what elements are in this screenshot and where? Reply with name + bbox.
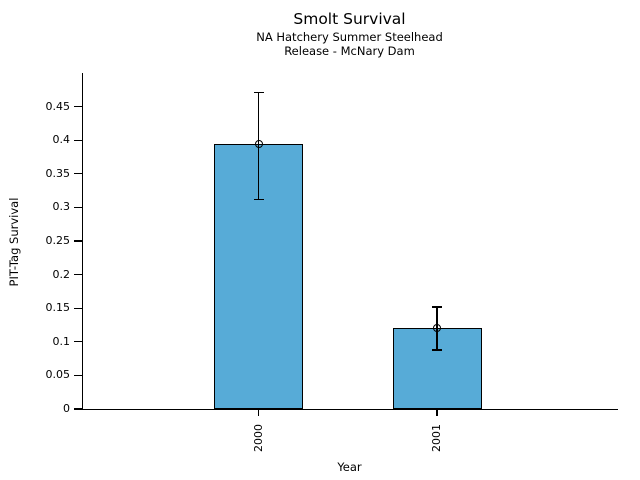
x-tick-mark — [436, 409, 438, 416]
y-tick-label: 0.3 — [52, 200, 71, 214]
y-tick-label: 0 — [63, 402, 70, 415]
chart-subtitle-line1: NA Hatchery Summer Steelhead — [256, 30, 443, 44]
point-marker-2001 — [433, 324, 441, 333]
y-tick-mark — [74, 341, 82, 343]
y-tick-mark — [74, 139, 82, 141]
y-tick-mark — [74, 273, 82, 276]
y-tick-mark — [74, 240, 82, 242]
y-tick-mark — [74, 206, 82, 209]
error-cap-bottom-2001 — [432, 349, 442, 351]
y-tick-label: 0.25 — [45, 234, 71, 247]
plot-area — [82, 73, 618, 410]
y-tick-label: 0.35 — [45, 166, 71, 180]
y-tick-mark — [74, 374, 82, 377]
y-tick-mark — [74, 105, 82, 108]
y-tick-mark — [74, 173, 82, 175]
error-cap-top-2001 — [432, 306, 442, 308]
chart-title: Smolt Survival — [293, 10, 406, 28]
x-tick-label-2000: 2000 — [251, 424, 265, 452]
y-tick-label: 0.1 — [52, 334, 71, 348]
x-tick-mark — [257, 409, 260, 416]
x-tick-label-2001: 2001 — [430, 424, 443, 452]
y-tick-mark — [74, 307, 82, 309]
y-tick-label: 0.2 — [52, 267, 71, 281]
y-tick-label: 0.15 — [45, 301, 71, 315]
y-tick-mark — [74, 408, 82, 410]
point-marker-2000 — [254, 140, 263, 149]
error-cap-bottom-2000 — [253, 198, 264, 200]
y-tick-label: 0.05 — [45, 368, 71, 382]
chart-subtitle-line2: Release - McNary Dam — [284, 44, 415, 58]
x-axis-label: Year — [337, 460, 362, 474]
y-tick-label: 0.4 — [52, 133, 71, 147]
y-tick-label: 0.45 — [45, 99, 71, 113]
error-cap-top-2000 — [253, 91, 264, 94]
